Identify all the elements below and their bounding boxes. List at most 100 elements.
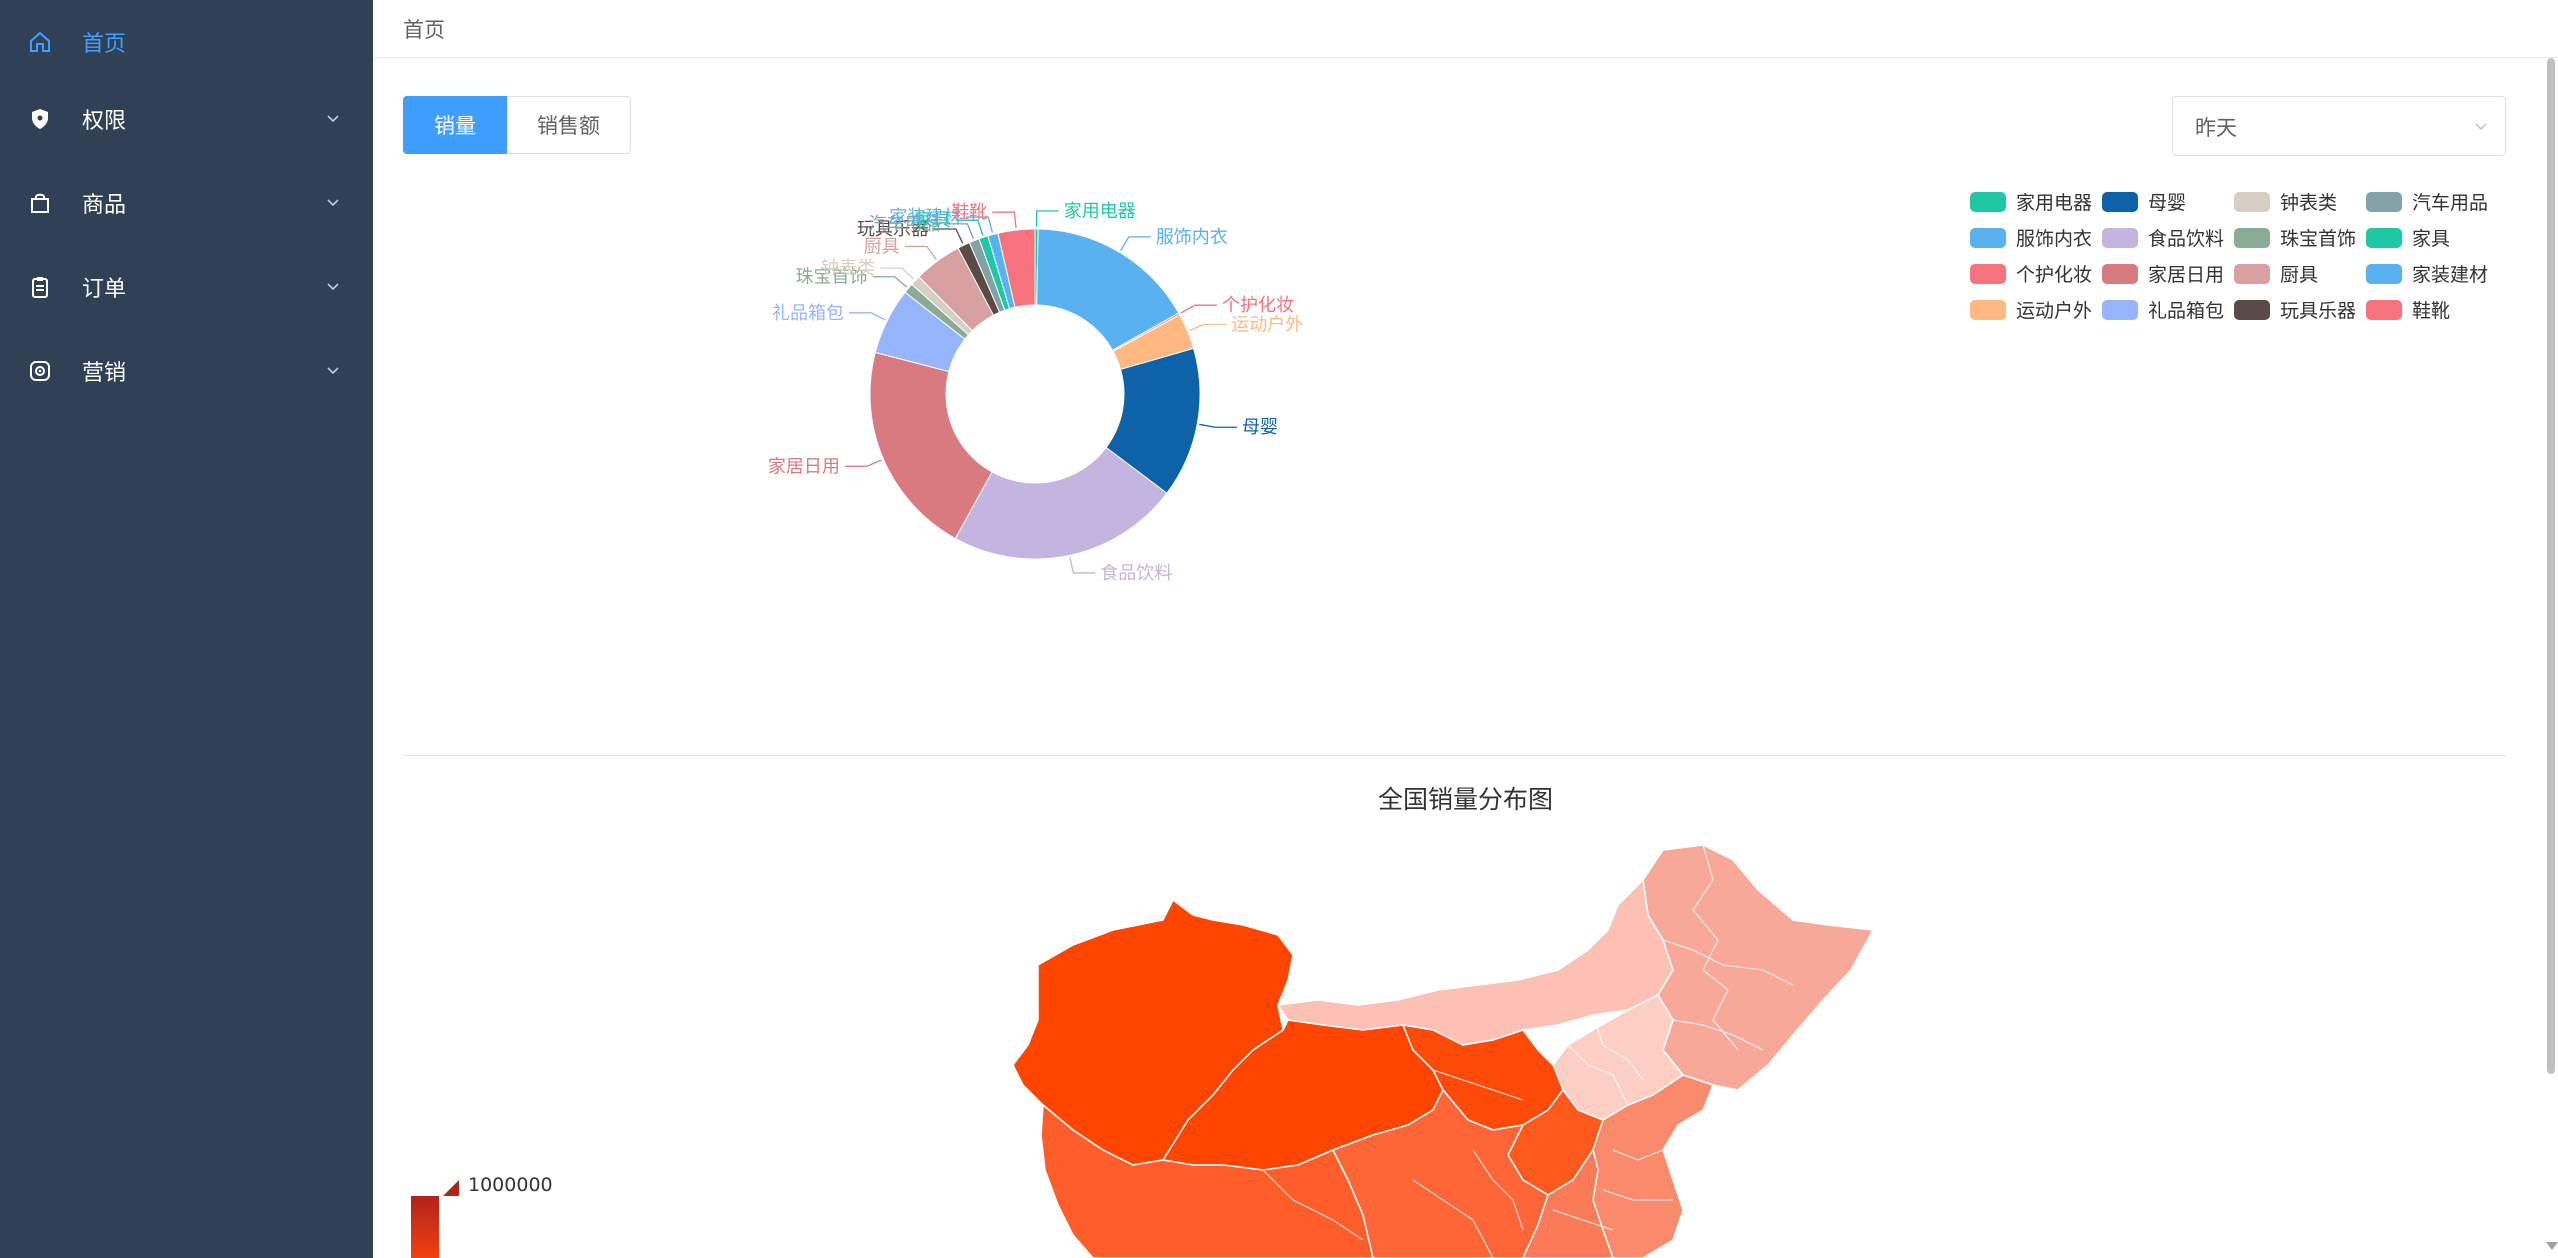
pie-label: 鞋靴 (951, 202, 987, 223)
breadcrumb[interactable]: 首页 (403, 18, 445, 42)
shield-icon (32, 109, 48, 129)
legend-item[interactable]: 家具 (2366, 224, 2450, 251)
legend-swatch (2102, 263, 2138, 284)
sidebar-item-label: 营销 (82, 361, 127, 386)
legend-label: 家居日用 (2148, 264, 2225, 286)
header-divider (373, 57, 2558, 58)
sidebar-item-permissions[interactable]: 权限 (0, 77, 373, 161)
legend-label: 礼品箱包 (2148, 300, 2225, 322)
legend-swatch (2102, 191, 2138, 212)
pie-slice[interactable] (1036, 228, 1180, 351)
legend-label: 家用电器 (2016, 192, 2093, 214)
sidebar-item-label: 权限 (82, 109, 127, 134)
sidebar-item-marketing[interactable]: 营销 (0, 329, 373, 413)
pie-label: 家具 (915, 210, 951, 231)
pie-label: 家装建材 (889, 207, 961, 228)
home-icon (30, 31, 50, 52)
legend-label: 钟表类 (2280, 192, 2338, 214)
sidebar-item-products[interactable]: 商品 (0, 161, 373, 245)
legend-item[interactable]: 家装建材 (2366, 260, 2488, 287)
section-divider (403, 755, 2506, 756)
legend-item[interactable]: 服饰内衣 (1970, 224, 2092, 251)
pie-label-line (880, 267, 915, 280)
map-region-central (1522, 1148, 1614, 1258)
legend-item[interactable]: 玩具乐器 (2234, 296, 2356, 323)
pie-label-line (1189, 323, 1227, 332)
pie-label: 钟表类 (821, 258, 875, 279)
legend-item[interactable]: 食品饮料 (2102, 224, 2224, 251)
scroll-down-arrow-icon[interactable] (2546, 1242, 2558, 1250)
legend-swatch (2234, 263, 2270, 284)
pie-label-line (848, 312, 886, 321)
scrollbar-thumb[interactable] (2547, 58, 2555, 1074)
pie-label-line (1035, 210, 1059, 228)
pie-label-line (1199, 423, 1237, 428)
pie-label: 厨具 (864, 236, 900, 257)
pie-slice[interactable] (997, 228, 1036, 308)
china-sales-map (1012, 844, 1875, 1258)
sidebar-item-label: 首页 (82, 32, 127, 57)
legend-item[interactable]: 运动户外 (1970, 296, 2092, 323)
legend-swatch (1970, 191, 2006, 212)
legend-item[interactable]: 母婴 (2102, 188, 2186, 215)
pie-label: 个护化妆 (1222, 295, 1294, 316)
legend-item[interactable]: 厨具 (2234, 260, 2318, 287)
legend-item[interactable]: 个护化妆 (1970, 260, 2092, 287)
legend-item[interactable]: 礼品箱包 (2102, 296, 2224, 323)
pie-label: 玩具乐器 (857, 219, 929, 240)
legend-swatch (2102, 227, 2138, 248)
legend-item[interactable]: 钟表类 (2234, 188, 2337, 215)
tab-sales-amount[interactable]: 销售额 (507, 96, 631, 154)
legend-swatch (2234, 299, 2270, 320)
pie-label: 家用电器 (1064, 201, 1136, 222)
chevron-down-icon (327, 283, 339, 291)
visual-map-bar[interactable] (411, 1196, 439, 1258)
pie-slice[interactable] (954, 446, 1168, 560)
pie-label: 汽车用品 (869, 214, 941, 235)
legend-label: 运动户外 (2016, 300, 2093, 322)
legend-label: 玩具乐器 (2280, 300, 2357, 322)
legend-swatch (2366, 263, 2402, 284)
map-region-northeast (1642, 844, 1875, 1091)
legend-item[interactable]: 鞋靴 (2366, 296, 2450, 323)
legend-item[interactable]: 珠宝首饰 (2234, 224, 2356, 251)
period-select[interactable]: 昨天 (2172, 96, 2506, 156)
main-content: 首页 销量 销售额 昨天 家用电器 服饰内衣 个护化妆 运动户外 母婴 食品饮料 家居日用礼… (373, 0, 2558, 1258)
pie-label-line (1180, 304, 1217, 314)
sidebar-item-home[interactable]: 首页 (0, 0, 373, 84)
sidebar-item-label: 商品 (82, 193, 127, 218)
pie-label: 母婴 (1242, 417, 1278, 438)
legend-item[interactable]: 家用电器 (1970, 188, 2092, 215)
pie-label-line (904, 245, 937, 260)
sidebar-item-orders[interactable]: 订单 (0, 245, 373, 329)
chevron-down-icon (327, 199, 339, 207)
tab-sales-volume[interactable]: 销量 (403, 96, 507, 154)
pie-label-line (933, 228, 964, 244)
pie-slice[interactable] (869, 351, 993, 540)
pie-label-line (872, 276, 908, 288)
legend-item[interactable]: 家居日用 (2102, 260, 2224, 287)
legend-label: 珠宝首饰 (2280, 228, 2357, 250)
pie-label: 食品饮料 (1100, 563, 1172, 584)
visual-map-handle-icon[interactable] (443, 1180, 459, 1196)
legend-swatch (2102, 299, 2138, 320)
legend-swatch (1970, 227, 2006, 248)
pie-label: 服饰内衣 (1156, 227, 1228, 248)
legend-swatch (2234, 227, 2270, 248)
legend-label: 厨具 (2280, 264, 2319, 286)
pie-label-line (844, 459, 882, 467)
legend-swatch (1970, 263, 2006, 284)
pie-label-line (955, 219, 984, 236)
legend-swatch (1970, 299, 2006, 320)
legend-item[interactable]: 汽车用品 (2366, 188, 2488, 215)
map-title: 全国销量分布图 (1377, 785, 1553, 814)
vertical-scrollbar[interactable] (2544, 58, 2558, 1258)
map-region-qinghai-sichuan (1331, 1088, 1549, 1258)
sidebar: 首页 权限 商品 订单 营销 (0, 0, 373, 1258)
pie-label-line (966, 216, 993, 233)
pie-label-line (1120, 236, 1151, 251)
sidebar-item-label: 订单 (82, 277, 127, 302)
legend-label: 服饰内衣 (2016, 228, 2093, 250)
period-select-value: 昨天 (2195, 116, 2237, 140)
